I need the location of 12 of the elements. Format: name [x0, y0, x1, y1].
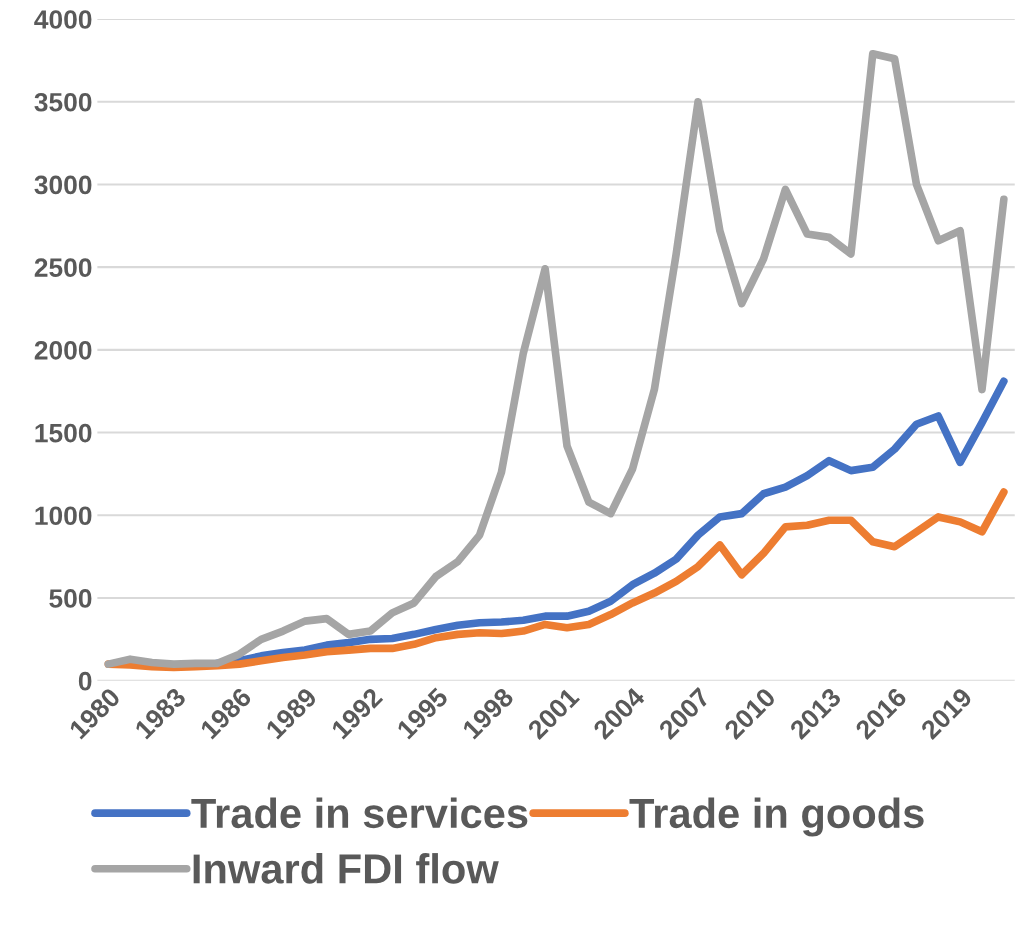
y-tick-label: 4000 — [34, 10, 92, 29]
y-tick-label: 1000 — [35, 506, 92, 526]
y-tick-label: 2000 — [34, 340, 92, 360]
y-tick-label: 3000 — [34, 175, 92, 195]
y-tick-label: 2500 — [34, 258, 92, 277]
legend-label: Inward FDI flow — [193, 853, 499, 884]
y-tick-label: 1500 — [35, 423, 92, 443]
y-tick-label: 3500 — [34, 92, 92, 112]
y-tick-label: 0 — [78, 671, 92, 691]
legend-label: Trade in services — [191, 797, 528, 829]
legend-label: Trade in goods — [629, 797, 924, 837]
y-tick-label: 500 — [49, 589, 92, 608]
